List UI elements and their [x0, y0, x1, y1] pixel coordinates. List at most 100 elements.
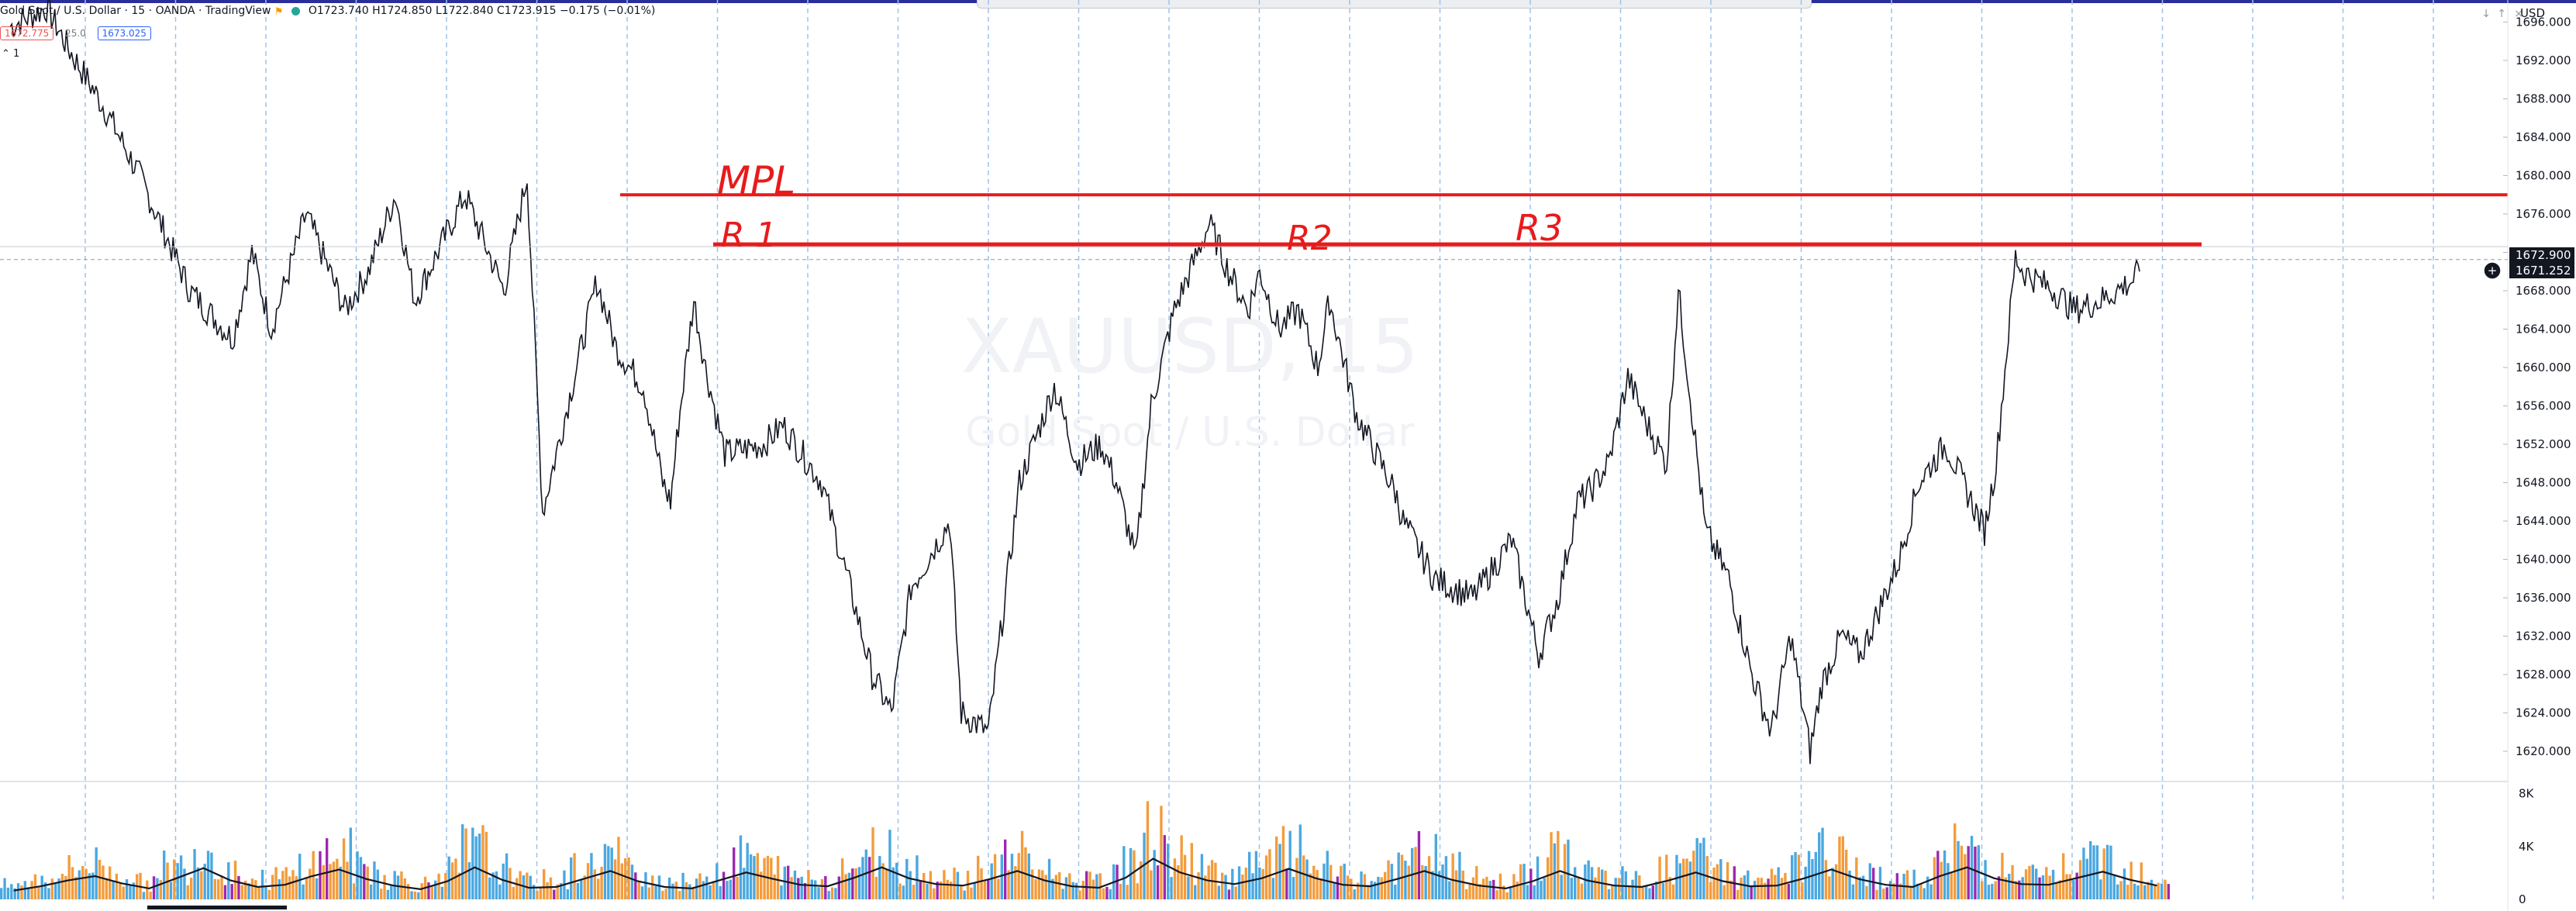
time-scrollbar[interactable]	[147, 906, 287, 909]
restore-icon[interactable]: ↑	[2497, 8, 2506, 20]
volume-bar	[922, 873, 926, 899]
volume-bar	[1892, 883, 1895, 899]
volume-bar	[1851, 884, 1855, 899]
currency-label[interactable]: USD	[2519, 6, 2545, 20]
volume-bar	[30, 881, 33, 899]
interval-label[interactable]: 15	[131, 5, 146, 17]
volume-bar	[200, 871, 203, 899]
volume-bar	[1119, 883, 1122, 899]
volume-bar	[953, 868, 956, 899]
volume-bar	[1190, 843, 1193, 899]
volume-bar	[726, 881, 729, 899]
indicator-collapse-toggle[interactable]: ⌃ 1	[2, 48, 20, 60]
volume-bar	[987, 879, 990, 899]
volume-bar	[2031, 864, 2034, 899]
volume-bar	[1285, 868, 1288, 899]
volume-bar	[169, 882, 173, 899]
volume-bar	[1611, 885, 1614, 899]
volume-bar	[1834, 864, 1838, 899]
watermark-description: Gold Spot / U.S. Dollar	[965, 409, 1415, 456]
volume-bar	[1811, 858, 1814, 899]
volume-bar	[233, 861, 237, 899]
volume-bar	[1373, 882, 1377, 899]
volume-bar	[1502, 885, 1505, 899]
volume-bar	[793, 870, 797, 899]
volume-bar	[1994, 881, 1997, 899]
volume-bar	[2085, 858, 2088, 899]
volume-bar	[88, 873, 91, 899]
buy-price-button[interactable]: 1673.025	[97, 26, 151, 40]
volume-bar	[410, 891, 413, 899]
drawing-toolbar[interactable]	[977, 0, 1812, 9]
volume-bar	[1434, 833, 1437, 899]
volume-bar	[647, 887, 650, 899]
volume-bar	[1861, 875, 1865, 899]
volume-bar	[1126, 885, 1129, 899]
volume-bar	[309, 868, 312, 899]
volume-bar	[0, 888, 3, 899]
price-tick-label: 1696.000	[2516, 15, 2571, 29]
volume-bar	[2051, 869, 2055, 899]
volume-bar	[193, 849, 196, 899]
close-pane-icon[interactable]: ×	[2514, 8, 2523, 20]
volume-bar	[1210, 860, 1214, 899]
volume-bar	[760, 871, 763, 899]
volume-bar	[1723, 885, 1726, 899]
add-alert-icon[interactable]	[2483, 261, 2502, 280]
volume-bar	[1027, 853, 1030, 899]
volume-bar	[2150, 879, 2154, 899]
volume-bar	[129, 885, 132, 899]
volume-bar	[1288, 830, 1291, 899]
annotation-r2[interactable]: R2	[1287, 219, 1333, 258]
volume-bar	[1380, 877, 1383, 899]
volume-bar	[95, 847, 98, 899]
volume-bar	[1319, 878, 1322, 899]
volume-bar	[1767, 878, 1770, 899]
annotation-r3[interactable]: R3	[1516, 207, 1563, 249]
annotation-mpl[interactable]: MPL	[717, 158, 795, 203]
minimize-icon[interactable]: ↓	[2481, 8, 2491, 20]
volume-bar	[366, 866, 369, 899]
volume-bar	[827, 891, 830, 899]
volume-bar	[946, 879, 949, 899]
price-tick-label: 1640.000	[2516, 553, 2571, 567]
volume-bar	[146, 880, 149, 899]
volume-bar	[230, 884, 233, 899]
add-alert-icon-glyph[interactable]: +	[2488, 264, 2498, 278]
price-series-line[interactable]	[9, 0, 2140, 764]
volume-bar	[217, 879, 220, 899]
volume-bar	[1950, 872, 1953, 899]
annotation-r1[interactable]: R 1	[721, 216, 778, 255]
volume-bar	[260, 869, 264, 899]
volume-bar	[223, 885, 227, 899]
volume-bar	[1227, 889, 1231, 899]
volume-bar	[2028, 865, 2031, 899]
volume-bar	[864, 849, 867, 899]
volume-bar	[1740, 877, 1743, 899]
volume-bar	[1543, 878, 1546, 899]
volume-bar	[210, 852, 213, 899]
volume-bar	[512, 886, 515, 899]
volume-bar	[1885, 887, 1888, 899]
volume-bar	[342, 838, 346, 899]
volume-bar	[1407, 865, 1410, 899]
volume-bar	[407, 884, 410, 899]
volume-bar	[206, 851, 210, 899]
volume-bar	[349, 827, 352, 899]
volume-bar	[536, 890, 539, 899]
volume-bar	[2109, 845, 2112, 899]
volume-bar	[1821, 827, 1824, 899]
volume-bar	[440, 886, 444, 899]
volume-bar	[1312, 865, 1316, 899]
flag-icon[interactable]: ⚑	[274, 6, 284, 18]
symbol-name[interactable]: Gold Spot / U.S. Dollar	[0, 5, 122, 17]
volume-bar	[685, 882, 688, 899]
sell-price-button[interactable]: 1672.775	[0, 26, 54, 40]
price-tick-label: 1664.000	[2516, 323, 2571, 336]
price-tick-label: 1636.000	[2516, 591, 2571, 605]
volume-bar	[257, 888, 260, 899]
volume-bar	[678, 891, 681, 899]
volume-bar	[213, 878, 216, 899]
volume-bar	[495, 871, 498, 899]
